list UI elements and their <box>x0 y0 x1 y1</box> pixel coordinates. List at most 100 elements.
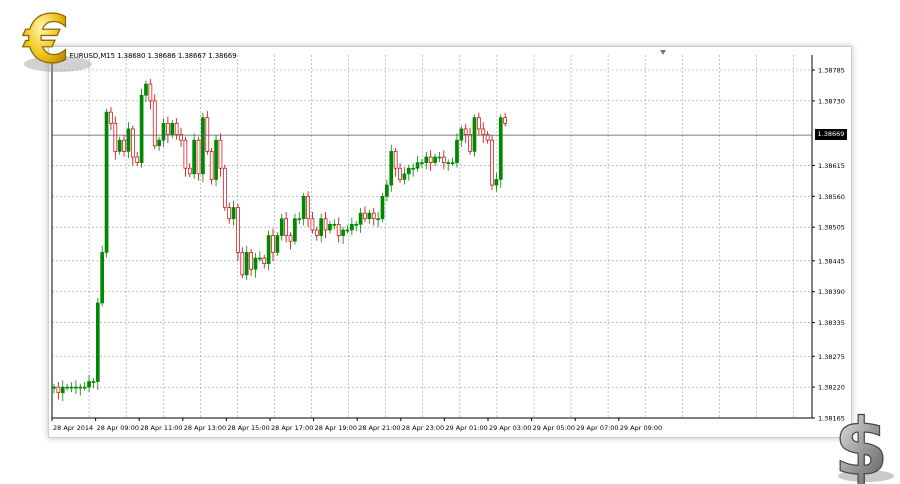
candle <box>498 114 503 188</box>
candle-body <box>227 207 232 220</box>
candle <box>323 212 328 239</box>
svg-text:$: $ <box>834 403 888 484</box>
candle-body <box>354 224 359 226</box>
candle <box>275 232 280 256</box>
candle-body <box>231 207 236 220</box>
candle-body <box>262 257 267 264</box>
y-tick-label: 1.38615 <box>818 162 845 170</box>
candle <box>52 383 56 394</box>
y-tick-label: 1.38220 <box>818 384 845 392</box>
candle-body <box>437 156 442 159</box>
candle-body <box>341 229 345 236</box>
symbol-title: EURUSD,M15 <box>69 52 115 60</box>
candle-body <box>279 218 284 236</box>
x-tick-label: 28 Apr 2014 <box>53 424 93 432</box>
candle <box>424 151 429 170</box>
candle-body <box>301 195 306 220</box>
candle <box>481 122 486 143</box>
candle-body <box>336 224 341 236</box>
candle-body <box>411 167 416 170</box>
chart-shift-marker <box>660 50 666 55</box>
candle-body <box>113 122 118 152</box>
candle <box>345 224 350 234</box>
candle <box>319 213 324 243</box>
candle-body <box>293 218 297 242</box>
candle-body <box>349 224 354 231</box>
candle <box>341 226 345 244</box>
candle <box>69 382 74 393</box>
candle <box>192 133 197 179</box>
candle <box>166 116 170 143</box>
x-tick-label: 29 Apr 05:00 <box>533 424 575 432</box>
candle <box>205 110 210 155</box>
candle-body <box>490 139 494 186</box>
candle-body <box>87 381 91 388</box>
candle-body <box>117 139 122 152</box>
candle <box>65 383 69 391</box>
candle <box>271 228 275 261</box>
candle-body <box>420 162 424 164</box>
candle <box>485 131 490 144</box>
candle-body <box>95 302 100 382</box>
candle <box>236 204 240 261</box>
candle <box>122 135 126 157</box>
candle <box>380 192 385 223</box>
candle-body <box>455 139 459 163</box>
candle-body <box>126 128 131 152</box>
candle <box>433 153 437 166</box>
x-tick-label: 29 Apr 09:00 <box>620 424 662 432</box>
candle <box>371 208 376 226</box>
candle <box>376 212 380 228</box>
candle <box>314 226 319 241</box>
candle <box>87 374 91 393</box>
candle <box>82 382 87 391</box>
candle-body <box>179 134 183 141</box>
candle-body <box>284 218 288 236</box>
candle-body <box>450 162 455 164</box>
candle <box>56 382 61 400</box>
collapse-triangle-icon[interactable]: ▾ <box>62 52 66 60</box>
dollar-sign-icon: $ <box>833 402 894 484</box>
candle-body <box>402 173 407 180</box>
x-tick-label: 29 Apr 01:00 <box>445 424 487 432</box>
candle <box>336 217 341 243</box>
candle-body <box>122 139 126 152</box>
candle <box>240 247 245 279</box>
candle-body <box>459 128 464 141</box>
candle-body <box>275 235 280 253</box>
candle <box>157 136 161 151</box>
candle-body <box>144 83 148 96</box>
candle <box>420 159 424 168</box>
candle-body <box>152 100 157 147</box>
candle-body <box>406 167 411 175</box>
x-tick-label: 28 Apr 19:00 <box>315 424 357 432</box>
candle-body <box>170 122 175 135</box>
svg-text:€: € <box>22 2 70 76</box>
candle <box>301 192 306 226</box>
candle-body <box>205 117 210 152</box>
candle <box>174 118 179 140</box>
candle-body <box>393 151 398 169</box>
x-tick-label: 28 Apr 15:00 <box>227 424 269 432</box>
candle-body <box>161 122 166 141</box>
candle <box>455 133 459 168</box>
candle-body <box>56 386 61 394</box>
candle <box>262 254 267 269</box>
candle <box>402 167 407 185</box>
x-tick-label: 28 Apr 11:00 <box>140 424 182 432</box>
candle-body <box>130 128 135 158</box>
candle <box>113 116 118 160</box>
candle-body <box>498 117 503 180</box>
candle-body <box>271 235 275 253</box>
candle-body <box>183 139 188 169</box>
candle <box>288 232 293 250</box>
candle <box>117 136 122 155</box>
x-tick-label: 28 Apr 13:00 <box>184 424 226 432</box>
current-price-label: 1.38669 <box>815 129 847 140</box>
candle-body <box>135 156 140 163</box>
candle-body <box>266 235 271 264</box>
y-tick-label: 1.38560 <box>818 193 845 201</box>
candle <box>249 249 253 276</box>
candle <box>258 251 262 262</box>
